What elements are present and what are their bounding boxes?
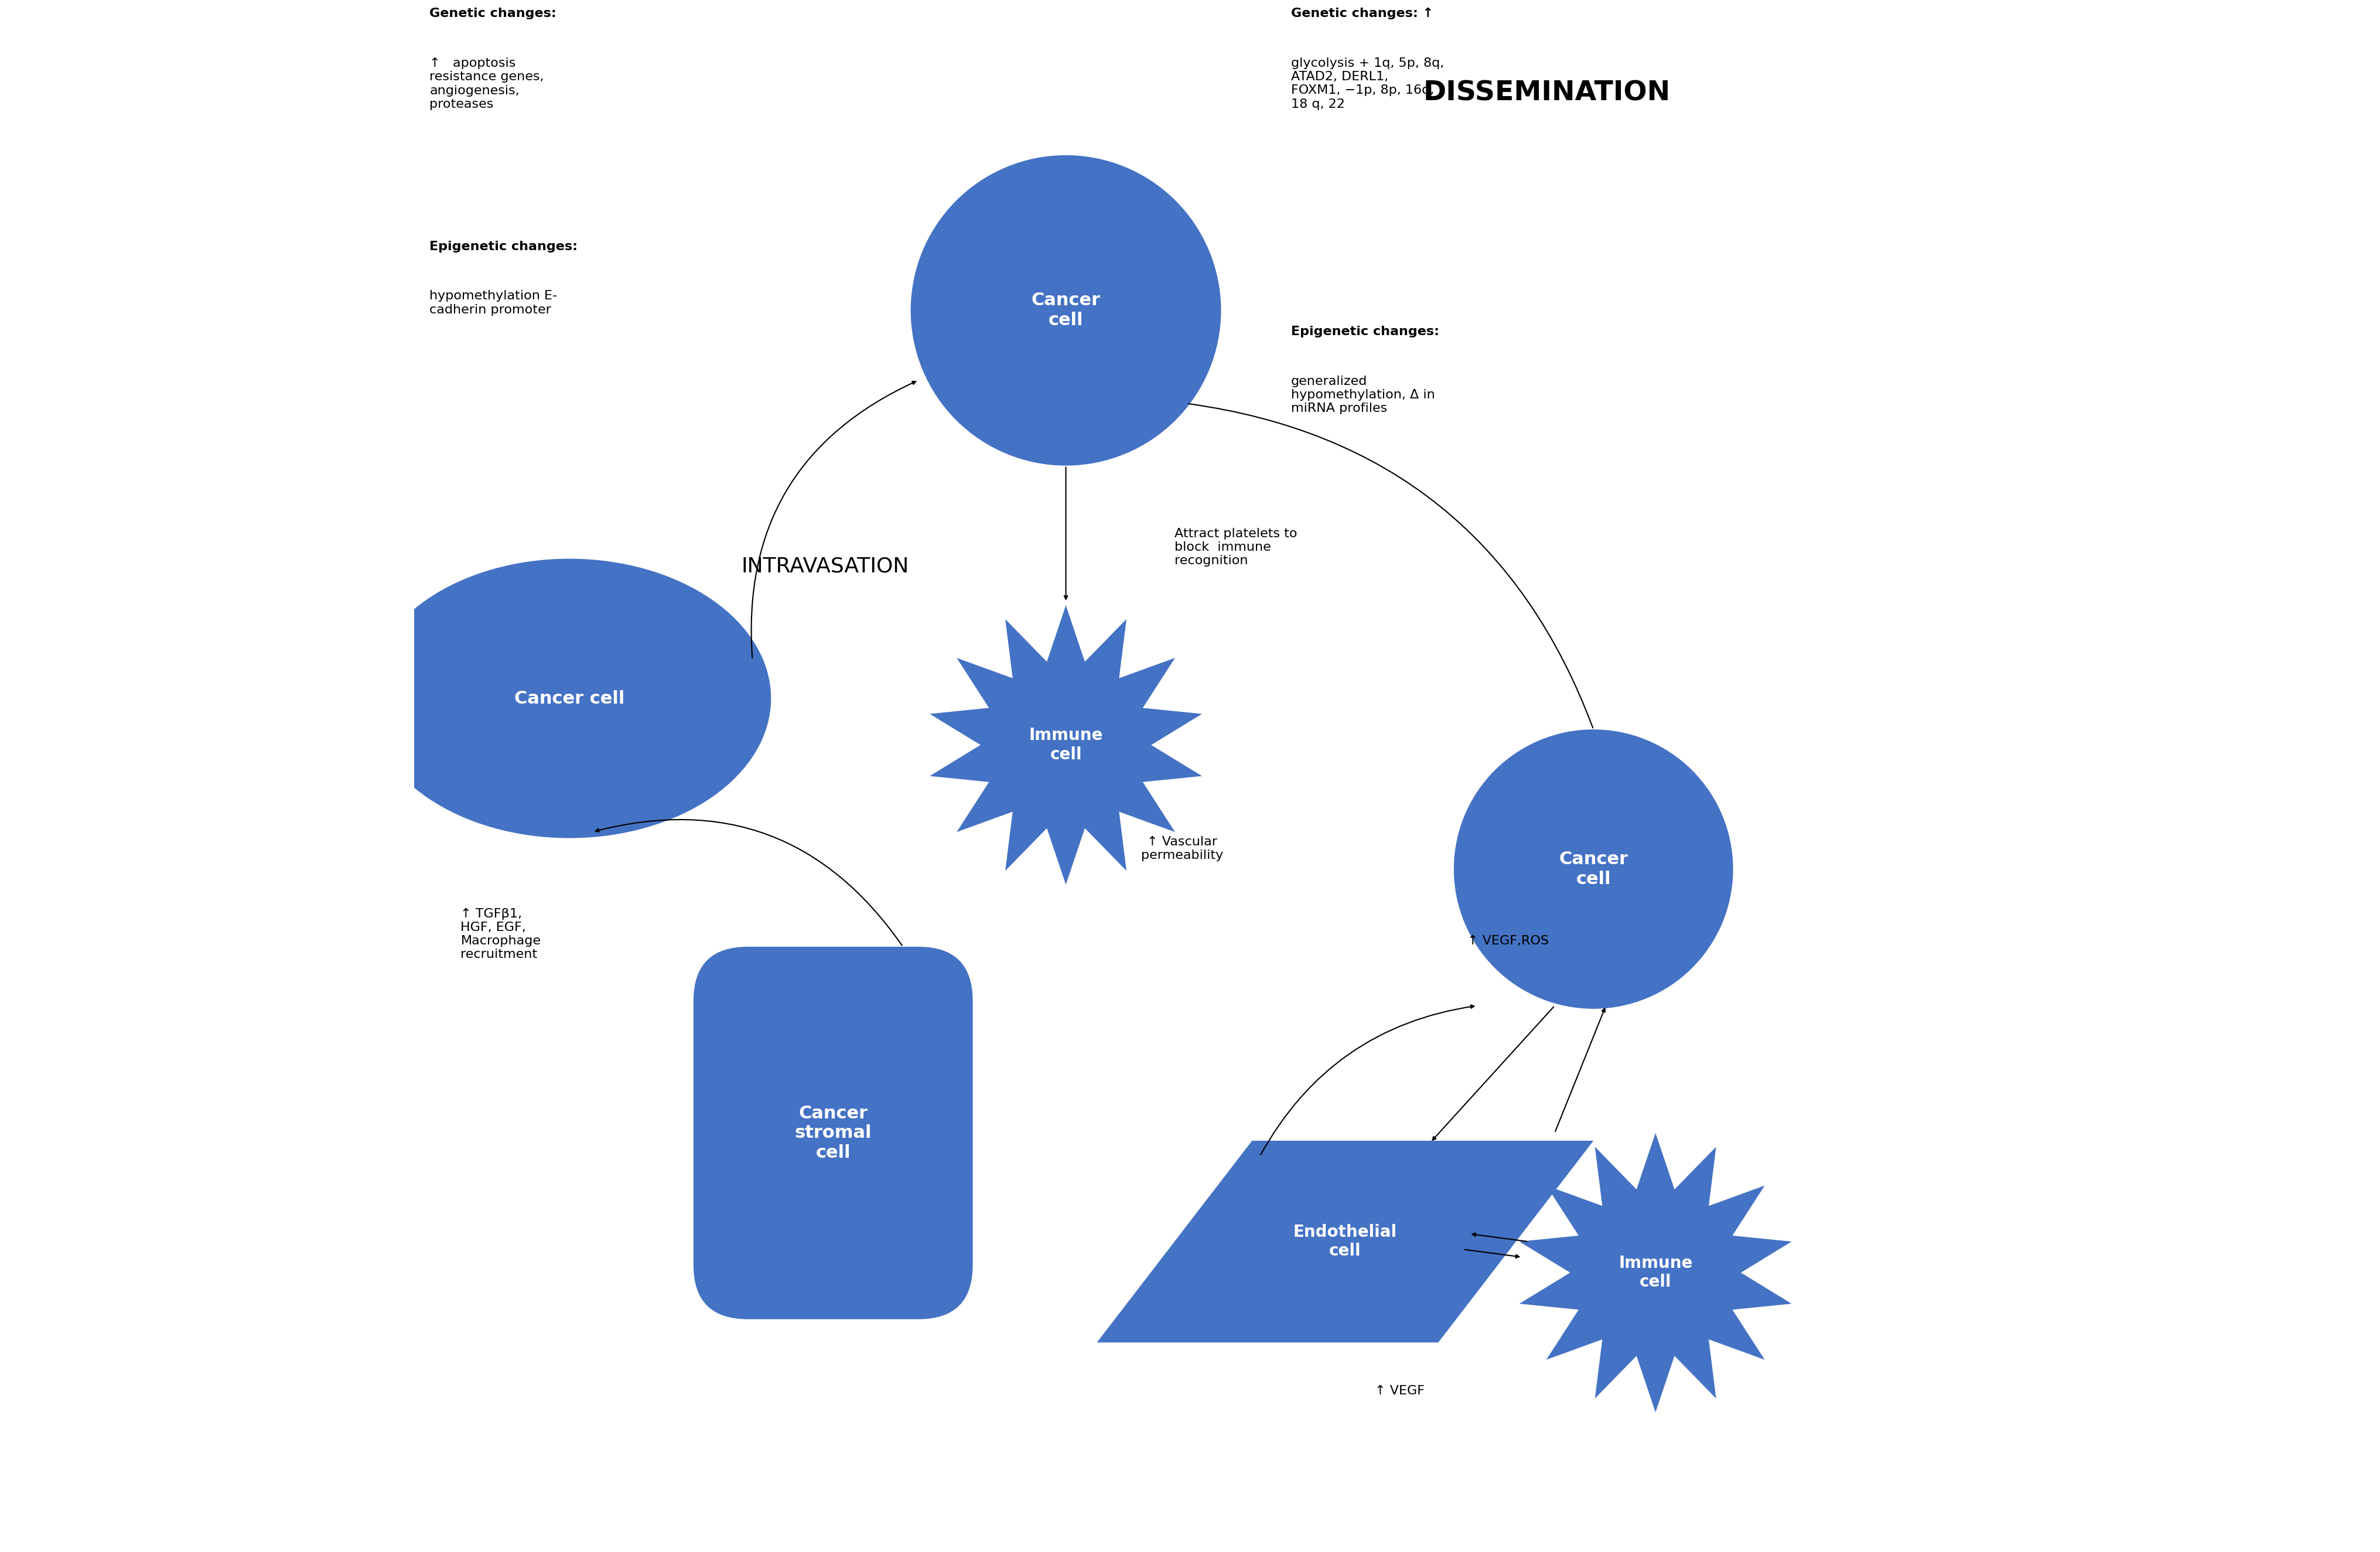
Text: generalized
hypomethylation, Δ in
miRNA profiles: generalized hypomethylation, Δ in miRNA … — [1290, 376, 1435, 414]
Text: Endothelial
cell: Endothelial cell — [1292, 1225, 1397, 1259]
Text: ↑   apoptosis
resistance genes,
angiogenesis,
proteases: ↑ apoptosis resistance genes, angiogenes… — [431, 57, 545, 110]
Text: Cancer
cell: Cancer cell — [1559, 850, 1628, 888]
Text: Attract platelets to
block  immune
recognition: Attract platelets to block immune recogn… — [1173, 528, 1297, 566]
Text: INTRAVASATION: INTRAVASATION — [743, 557, 909, 576]
Text: ↑ Vascular
permeability: ↑ Vascular permeability — [1140, 837, 1223, 861]
Ellipse shape — [912, 155, 1221, 466]
Ellipse shape — [1454, 729, 1733, 1009]
Polygon shape — [1097, 1141, 1595, 1342]
Text: Genetic changes:: Genetic changes: — [431, 8, 557, 20]
Text: ↑ VEGF: ↑ VEGF — [1376, 1384, 1423, 1397]
Text: Cancer
cell: Cancer cell — [1031, 292, 1100, 329]
Text: Immune
cell: Immune cell — [1028, 728, 1102, 762]
Text: Genetic changes: ↑: Genetic changes: ↑ — [1290, 8, 1433, 20]
Text: Epigenetic changes:: Epigenetic changes: — [431, 241, 578, 253]
Ellipse shape — [367, 559, 771, 838]
Text: Immune
cell: Immune cell — [1618, 1256, 1692, 1290]
Text: ↑ VEGF,ROS: ↑ VEGF,ROS — [1468, 934, 1549, 947]
Text: glycolysis + 1q, 5p, 8q,
ATAD2, DERL1,
FOXM1, −1p, 8p, 16q,
18 q, 22: glycolysis + 1q, 5p, 8q, ATAD2, DERL1, F… — [1290, 57, 1445, 110]
FancyBboxPatch shape — [693, 947, 973, 1319]
Polygon shape — [1518, 1133, 1792, 1412]
Text: Cancer
stromal
cell: Cancer stromal cell — [795, 1105, 871, 1161]
Text: ↑ TGFβ1,
HGF, EGF,
Macrophage
recruitment: ↑ TGFβ1, HGF, EGF, Macrophage recruitmen… — [462, 908, 540, 961]
Text: Cancer cell: Cancer cell — [514, 691, 624, 706]
Text: hypomethylation E-
cadherin promoter: hypomethylation E- cadherin promoter — [431, 290, 557, 315]
Text: DISSEMINATION: DISSEMINATION — [1423, 81, 1671, 106]
Text: Epigenetic changes:: Epigenetic changes: — [1290, 326, 1440, 338]
Polygon shape — [931, 605, 1202, 885]
